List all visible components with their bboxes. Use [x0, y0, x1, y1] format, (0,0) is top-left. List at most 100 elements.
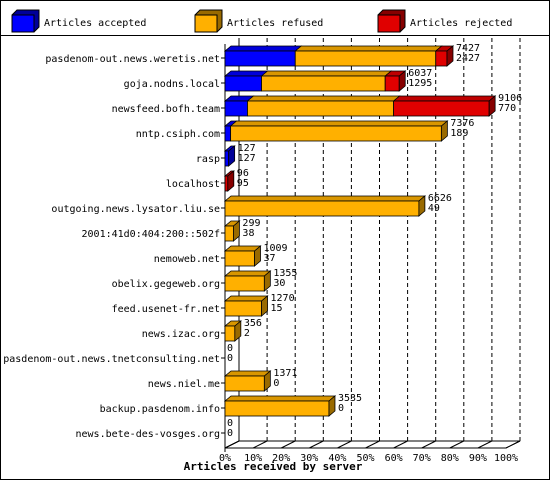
category-label: nntp.csiph.com	[136, 129, 220, 140]
bar-label-total: 1270	[271, 293, 295, 304]
bar-label-total: 6626	[428, 193, 452, 204]
bar-segment-accepted	[224, 50, 296, 67]
category-label: newsfeed.bofh.team	[112, 104, 220, 115]
bar-group	[223, 320, 242, 342]
bar-top-refused	[223, 370, 272, 377]
bar-label-second: 30	[273, 278, 285, 289]
bar-label-second: 49	[428, 203, 440, 214]
bar-top-refused	[229, 120, 449, 127]
category-label: goja.nodns.local	[124, 79, 220, 90]
category-label: backup.pasdenom.info	[100, 404, 220, 415]
bar-group	[223, 295, 269, 317]
x-tick-label-6: 60%	[385, 453, 403, 464]
bar-label-total: 96	[237, 168, 249, 179]
bar-segment-refused	[224, 250, 255, 267]
bar-label-total: 1355	[273, 268, 297, 279]
bar-group	[223, 245, 262, 267]
bar-group	[223, 220, 241, 242]
bar-side-refused	[263, 370, 271, 392]
legend-swatch-refused	[194, 14, 218, 33]
bar-label-second: 2427	[456, 53, 480, 64]
bar-side-refused	[254, 245, 261, 267]
floor-tick-5	[365, 440, 380, 449]
bar-segment-rejected	[224, 175, 229, 192]
bar-side-rejected	[398, 70, 406, 92]
category-label: news.niel.me	[148, 379, 220, 390]
floor-tick-9	[477, 440, 493, 449]
bar-label-total: 7376	[450, 118, 474, 129]
bar-side-rejected	[446, 45, 454, 67]
bar-group	[223, 145, 236, 167]
bar-group	[223, 70, 407, 92]
bar-segment-accepted	[224, 100, 248, 117]
bar-label-total: 0	[227, 418, 233, 429]
bar-label-total: 9106	[498, 93, 522, 104]
bar-top-accepted	[223, 70, 269, 77]
category-label: nemoweb.net	[154, 254, 220, 265]
bar-top-refused	[294, 45, 443, 52]
bar-group	[223, 370, 272, 392]
bar-side-accepted	[228, 145, 236, 167]
bar-segment-refused	[247, 100, 394, 117]
bar-side-refused	[261, 295, 268, 317]
bar-group	[223, 95, 497, 117]
bar-segment-refused	[224, 300, 262, 317]
category-label: rasp	[196, 154, 220, 165]
bar-label-total: 6037	[408, 68, 432, 79]
bar-segment-refused	[261, 75, 386, 92]
x-tick-label-9: 90%	[469, 453, 487, 464]
floor-tick-0	[224, 440, 240, 449]
bar-side-refused	[233, 220, 240, 242]
bar-segment-rejected	[393, 100, 490, 117]
bar-label-total: 7427	[456, 43, 480, 54]
bar-segment-accepted	[224, 75, 262, 92]
bar-segment-refused	[224, 400, 330, 417]
bar-label-second: 770	[498, 103, 516, 114]
bar-label-total: 127	[238, 143, 256, 154]
legend-item-accepted: Articles accepted	[11, 9, 146, 33]
floor-tick-3	[309, 440, 324, 449]
bar-label-total: 356	[244, 318, 262, 329]
bar-label-total: 0	[227, 343, 233, 354]
bar-group	[223, 120, 449, 142]
bar-group	[223, 170, 235, 192]
category-label: obelix.gegeweb.org	[112, 279, 220, 290]
floor-tick-2	[280, 440, 296, 449]
floor-tick-6	[393, 440, 408, 449]
legend-label-refused: Articles refused	[227, 18, 323, 29]
bar-label-total: 1009	[264, 243, 288, 254]
bar-group	[223, 395, 337, 417]
bar-label-second: 1295	[408, 78, 432, 89]
legend: Articles accepted Articles refused Article…	[11, 9, 512, 33]
bar-top-refused	[260, 70, 393, 77]
legend-label-rejected: Articles rejected	[410, 18, 512, 29]
floor-tick-1	[252, 440, 268, 449]
bar-label-second: 38	[242, 228, 254, 239]
bar-label-second: 0	[338, 403, 344, 414]
bar-segment-refused	[224, 375, 265, 392]
bar-segment-accepted	[224, 125, 232, 142]
category-label: localhost	[166, 179, 220, 190]
bar-segment-refused	[224, 275, 265, 292]
bar-segment-refused	[230, 125, 442, 142]
bar-segment-refused	[224, 225, 234, 242]
legend-item-refused: Articles refused	[194, 9, 323, 33]
category-label: 2001:41d0:404:200::502f	[82, 229, 220, 240]
x-tick-label-7: 70%	[413, 453, 431, 464]
category-label: news.bete-des-vosges.org	[76, 429, 221, 440]
x-tick-label-8: 80%	[441, 453, 459, 464]
floor-tick-7	[421, 440, 436, 449]
bar-segment-rejected	[435, 50, 448, 67]
category-label: outgoing.news.lysator.liu.se	[51, 204, 220, 215]
bar-label-second: 95	[237, 178, 249, 189]
bar-group	[223, 45, 455, 67]
bar-side-refused	[440, 120, 448, 142]
legend-swatch-accepted	[11, 14, 35, 33]
bar-top-refused	[246, 95, 401, 102]
bar-label-second: 0	[227, 353, 233, 364]
bar-side-rejected	[488, 95, 496, 117]
category-label: feed.usenet-fr.net	[112, 304, 220, 315]
